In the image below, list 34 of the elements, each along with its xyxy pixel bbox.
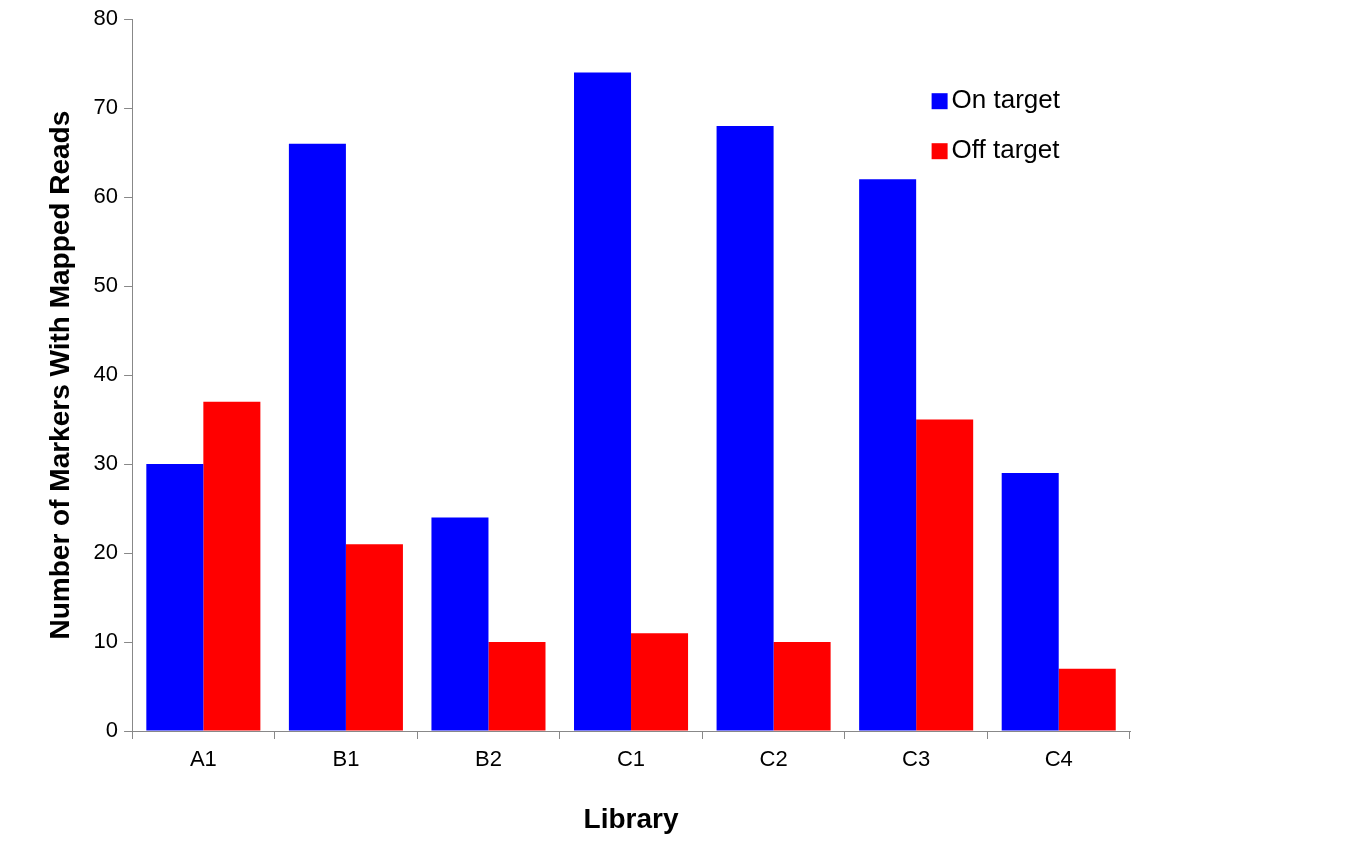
y-tick-label: 0 [105,717,119,743]
bar [631,633,689,731]
bar [431,517,489,731]
x-tick-label: C1 [616,746,646,772]
bar [345,544,403,731]
x-tick-label: B2 [475,746,502,772]
x-tick-label: C2 [759,746,788,772]
bar [203,401,261,731]
bar [288,143,346,731]
bar [488,642,546,731]
y-tick-label: 80 [93,5,119,31]
x-tick-label: C3 [902,746,931,772]
y-tick-label: 20 [93,539,119,565]
bar [773,642,831,731]
legend-label: On target [951,84,1061,115]
bar [574,72,632,731]
y-tick-label: 40 [93,361,119,387]
bar [916,419,974,731]
y-axis-title: Number of Markers With Mapped Reads [43,110,75,640]
x-tick-label: A1 [189,746,217,772]
bar [1001,472,1059,731]
y-tick-label: 10 [93,628,119,654]
y-tick-label: 60 [93,183,119,209]
bar [1058,668,1116,731]
bar [716,125,774,731]
legend-label: Off target [951,134,1061,165]
x-tick-label: C4 [1044,746,1073,772]
y-tick-label: 70 [93,94,119,120]
x-tick-label: B1 [332,746,360,772]
bar [146,464,204,731]
y-tick-label: 50 [93,272,119,298]
y-tick-label: 30 [93,450,119,476]
x-axis-title: Library [583,802,679,834]
bar [859,179,917,731]
